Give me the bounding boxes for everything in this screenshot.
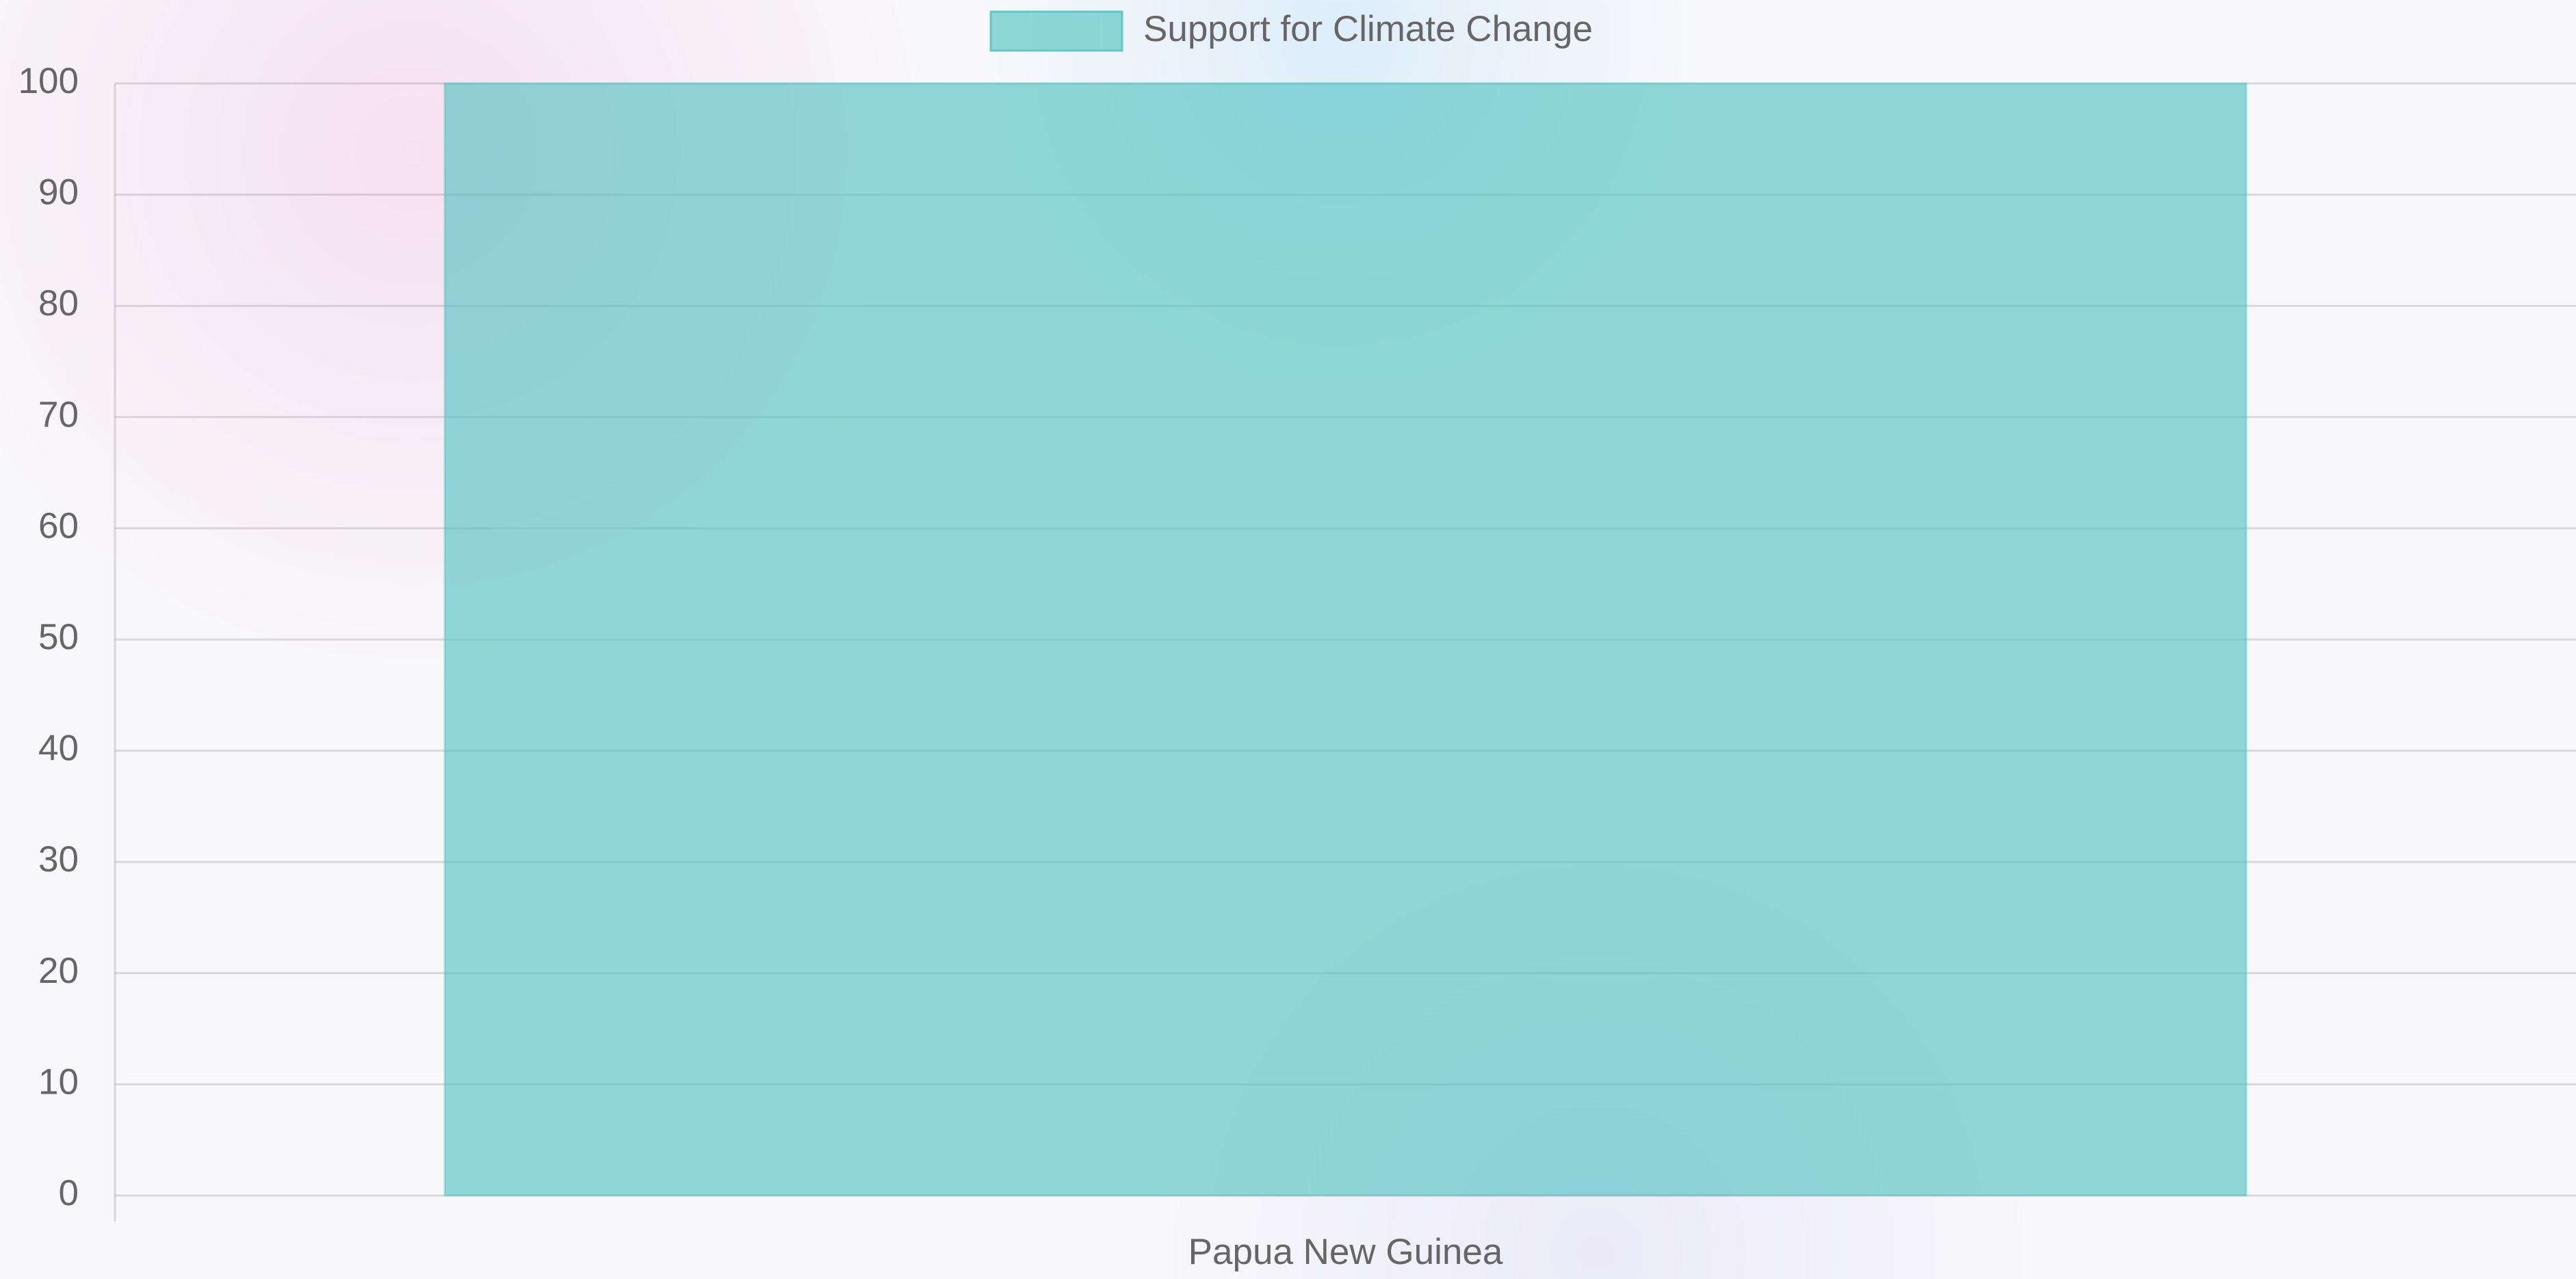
y-tick-label: 100 (18, 61, 79, 101)
y-tick-label: 80 (38, 283, 79, 324)
y-tick-label: 40 (38, 728, 79, 769)
x-tick-label: Papua New Guinea (1188, 1232, 1503, 1272)
legend-swatch (989, 10, 1123, 52)
y-tick-label: 50 (38, 617, 79, 657)
y-tick-label: 60 (38, 505, 79, 546)
y-tick-label: 90 (38, 172, 79, 213)
bar (443, 82, 2248, 1197)
legend-label: Support for Climate Change (1143, 9, 1593, 49)
y-tick-label: 10 (38, 1062, 79, 1102)
y-tick-label: 30 (38, 839, 79, 880)
y-tick-label: 70 (38, 395, 79, 435)
y-tick-label: 20 (38, 951, 79, 991)
y-tick-label: 0 (59, 1173, 79, 1213)
